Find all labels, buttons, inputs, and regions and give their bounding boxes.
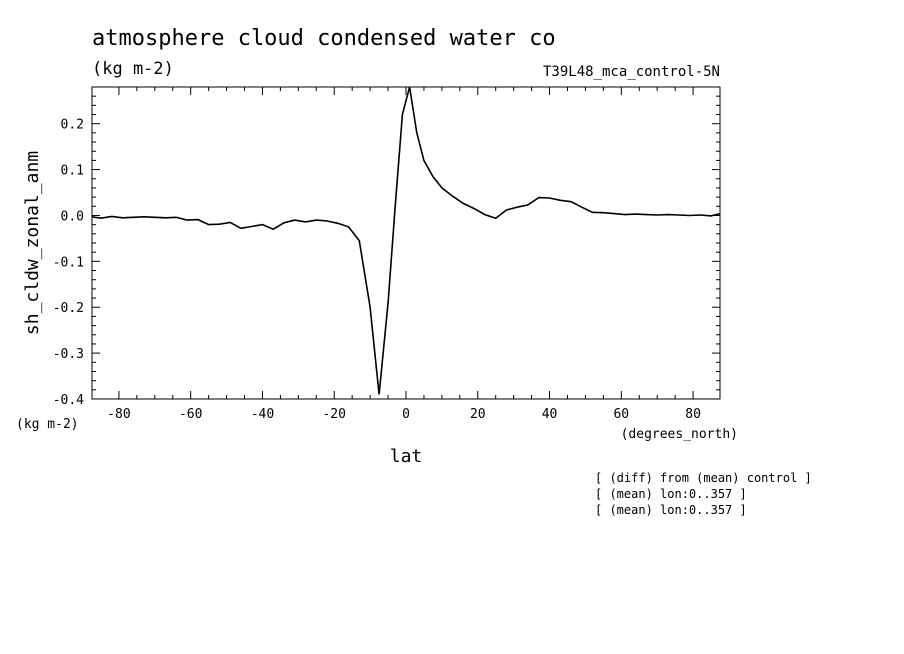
- y-tick-label: -0.1: [53, 255, 84, 270]
- x-tick-label: 40: [542, 407, 558, 422]
- x-tick-label: 20: [470, 407, 486, 422]
- x-units-label: (degrees_north): [621, 427, 738, 442]
- x-tick-label: -40: [251, 407, 274, 422]
- x-tick-label: -60: [179, 407, 202, 422]
- run-label: T39L48_mca_control-5N: [543, 64, 720, 80]
- y-tick-label: -0.2: [53, 301, 84, 316]
- x-tick-label: -20: [322, 407, 345, 422]
- series-line: [91, 86, 721, 395]
- y-tick-label: 0.1: [61, 164, 84, 179]
- y-axis-label: sh_cldw_zonal_anm: [22, 151, 43, 335]
- x-axis-label: lat: [390, 446, 423, 467]
- note-3: [ (mean) lon:0..357 ]: [595, 503, 747, 517]
- plot-frame: [91, 86, 721, 400]
- y-axis: -0.4 -0.3 -0.2 -0.1 0.0 0.1 0.2: [53, 86, 720, 408]
- y-tick-label: -0.3: [53, 347, 84, 362]
- x-tick-label: 0: [402, 407, 410, 422]
- y-units-label: (kg m-2): [16, 417, 79, 432]
- y-tick-label: -0.4: [53, 393, 84, 408]
- note-1: [ (diff) from (mean) control ]: [595, 471, 812, 485]
- x-tick-label: 60: [613, 407, 629, 422]
- x-tick-label: -80: [107, 407, 130, 422]
- y-tick-label: 0.2: [61, 118, 84, 133]
- chart-units: (kg m-2): [92, 59, 174, 79]
- x-axis: -80 -60 -40 -20 0 20 40 60 80: [107, 87, 701, 422]
- y-tick-label: 0.0: [61, 209, 84, 224]
- x-tick-label: 80: [685, 407, 701, 422]
- note-2: [ (mean) lon:0..357 ]: [595, 487, 747, 501]
- chart-title: atmosphere cloud condensed water co: [92, 26, 556, 51]
